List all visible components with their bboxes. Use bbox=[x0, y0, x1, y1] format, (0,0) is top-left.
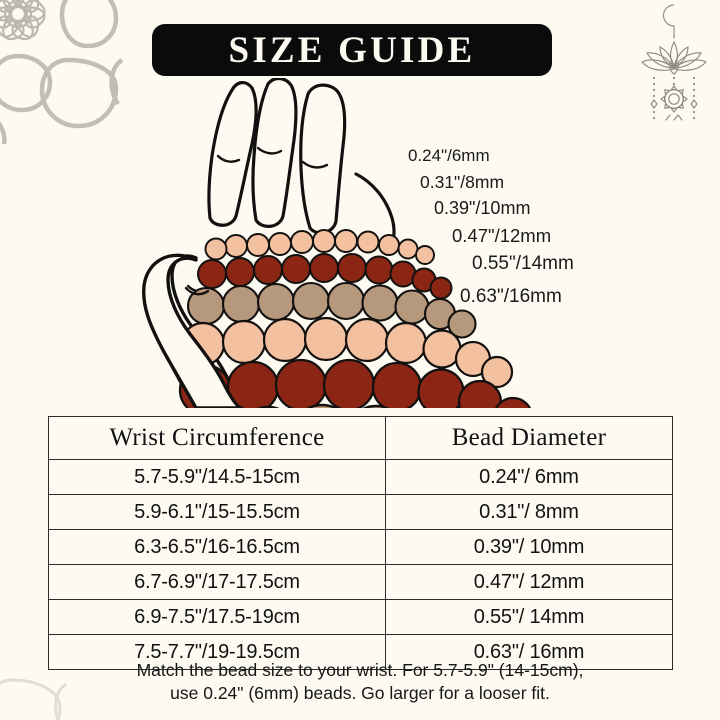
page-title-banner: SIZE GUIDE bbox=[152, 24, 552, 76]
table-row: 7.5-7.7"/19-19.5cm 0.63"/ 16mm bbox=[48, 634, 674, 670]
column-header-wrist-circumference: Wrist Circumference bbox=[48, 416, 386, 460]
cell-wrist: 6.3-6.5"/16-16.5cm bbox=[48, 529, 386, 565]
size-table-container: Wrist Circumference Bead Diameter 5.7-5.… bbox=[48, 416, 674, 670]
footer-note: Match the bead size to your wrist. For 5… bbox=[0, 659, 720, 706]
cell-bead: 0.31"/ 8mm bbox=[384, 494, 674, 530]
cell-bead: 0.24"/ 6mm bbox=[384, 459, 674, 495]
size-table: Wrist Circumference Bead Diameter 5.7-5.… bbox=[48, 416, 674, 670]
table-row: 5.9-6.1"/15-15.5cm 0.31"/ 8mm bbox=[48, 494, 674, 530]
bead-size-label-10mm: 0.39"/10mm bbox=[434, 198, 531, 218]
bead-size-label-16mm: 0.63"/16mm bbox=[460, 286, 562, 307]
table-row: 6.7-6.9"/17-17.5cm 0.47"/ 12mm bbox=[48, 564, 674, 600]
bead-size-callouts: 0.24"/6mm 0.31"/8mm 0.39"/10mm 0.47"/12m… bbox=[400, 146, 720, 331]
cell-bead: 0.47"/ 12mm bbox=[384, 564, 674, 600]
bead-size-label-14mm: 0.55"/14mm bbox=[472, 253, 574, 274]
cell-wrist: 7.5-7.7"/19-19.5cm bbox=[48, 634, 386, 670]
cell-bead: 0.39"/ 10mm bbox=[384, 529, 674, 565]
hand-thumb-front bbox=[141, 253, 244, 408]
table-row: 6.3-6.5"/16-16.5cm 0.39"/ 10mm bbox=[48, 529, 674, 565]
bracelet-row-16mm bbox=[256, 403, 390, 408]
cell-wrist: 6.7-6.9"/17-17.5cm bbox=[48, 564, 386, 600]
hand-fingers bbox=[207, 78, 396, 256]
bracelet-row-6mm bbox=[204, 229, 435, 265]
cell-wrist: 5.7-5.9"/14.5-15cm bbox=[48, 459, 386, 495]
cell-bead: 0.55"/ 14mm bbox=[384, 599, 674, 635]
table-row: 6.9-7.5"/17.5-19cm 0.55"/ 14mm bbox=[48, 599, 674, 635]
bracelet-row-10mm bbox=[186, 281, 477, 339]
page-title: SIZE GUIDE bbox=[228, 29, 476, 71]
hand-with-bracelets-illustration bbox=[141, 78, 532, 408]
footer-note-line-2: use 0.24" (6mm) beads. Go larger for a l… bbox=[170, 683, 550, 704]
bracelet-row-12mm bbox=[180, 316, 514, 389]
bead-size-label-12mm: 0.47"/12mm bbox=[452, 225, 552, 246]
cell-bead: 0.63"/ 16mm bbox=[384, 634, 674, 670]
bracelet-row-8mm bbox=[197, 253, 453, 300]
column-header-bead-diameter: Bead Diameter bbox=[384, 416, 674, 460]
cell-wrist: 6.9-7.5"/17.5-19cm bbox=[48, 599, 386, 635]
table-row: 5.7-5.9"/14.5-15cm 0.24"/ 6mm bbox=[48, 459, 674, 495]
table-header-row: Wrist Circumference Bead Diameter bbox=[48, 416, 674, 460]
bead-size-label-8mm: 0.31"/8mm bbox=[420, 172, 505, 192]
bead-size-label-6mm: 0.24"/6mm bbox=[408, 146, 490, 165]
cell-wrist: 5.9-6.1"/15-15.5cm bbox=[48, 494, 386, 530]
footer-note-line-1: Match the bead size to your wrist. For 5… bbox=[136, 660, 584, 680]
